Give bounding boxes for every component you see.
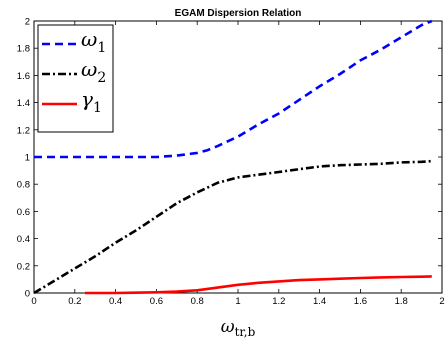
x-tick-label: 1.4 bbox=[313, 296, 326, 307]
legend-label-symbol: γ bbox=[81, 87, 93, 111]
x-tick-label: 0.4 bbox=[109, 296, 122, 307]
x-tick-label: 1.6 bbox=[354, 296, 367, 307]
legend-label-subscript: 2 bbox=[97, 70, 106, 86]
y-tick-label: 1 bbox=[25, 153, 30, 164]
legend-label-2: ω2 bbox=[81, 57, 106, 86]
series-lines bbox=[33, 19, 433, 295]
y-tick-label: 1.4 bbox=[17, 98, 30, 109]
series-line-3 bbox=[85, 275, 432, 295]
axis-ticks: 0 0.2 0.4 0.6 0.8 1 1.2 1.4 1.6 1.8 2 0 0.2 0.4 0.6 0.8… bbox=[17, 17, 445, 308]
legend-label-1: ω1 bbox=[81, 27, 106, 56]
x-tick-label: 1.2 bbox=[272, 296, 285, 307]
series-line-1 bbox=[34, 19, 433, 159]
x-tick-label: 0.6 bbox=[150, 296, 163, 307]
x-axis-label: ωtr,b bbox=[221, 317, 256, 339]
x-tick-label: 1.8 bbox=[395, 296, 408, 307]
x-axis-label-subscript: tr,b bbox=[235, 325, 256, 339]
legend-label-subscript: 1 bbox=[93, 100, 102, 116]
x-tick-label: 0.8 bbox=[191, 296, 204, 307]
legend-label-symbol: ω bbox=[81, 57, 97, 81]
x-tick-label: 1 bbox=[235, 296, 240, 307]
x-axis-label-symbol: ω bbox=[221, 317, 235, 337]
y-tick-label: 0.2 bbox=[17, 261, 30, 272]
x-tick-label: 0 bbox=[31, 296, 36, 307]
legend-label-symbol: ω bbox=[81, 27, 97, 51]
y-tick-label: 2 bbox=[25, 17, 30, 28]
x-tick-label: 2 bbox=[439, 296, 444, 307]
y-tick-label: 1.2 bbox=[17, 125, 30, 136]
series-line-2 bbox=[33, 159, 432, 295]
y-tick-label: 1.8 bbox=[17, 44, 30, 55]
legend-label-3: γ1 bbox=[81, 87, 102, 116]
x-tick-label: 0.2 bbox=[68, 296, 81, 307]
y-tick-label: 0.4 bbox=[17, 234, 30, 245]
legend-label-subscript: 1 bbox=[97, 40, 106, 56]
y-tick-label: 0.8 bbox=[17, 180, 30, 191]
y-tick-label: 0.6 bbox=[17, 207, 30, 218]
y-tick-label: 0 bbox=[25, 289, 30, 300]
chart-title: EGAM Dispersion Relation bbox=[175, 8, 302, 19]
y-tick-label: 1.6 bbox=[17, 71, 30, 82]
